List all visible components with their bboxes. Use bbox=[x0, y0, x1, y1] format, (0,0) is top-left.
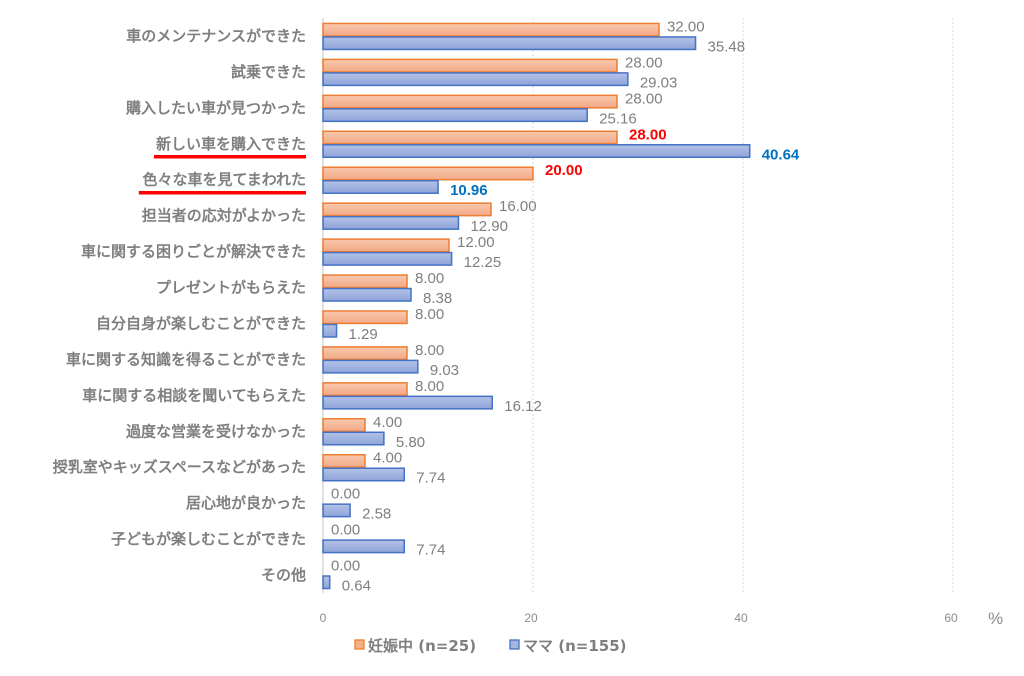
value-label-mama: 8.38 bbox=[423, 290, 452, 307]
bar-mama bbox=[322, 431, 385, 446]
value-label-pregnant: 0.00 bbox=[331, 486, 360, 503]
bar-mama bbox=[322, 503, 351, 518]
value-label-pregnant: 8.00 bbox=[415, 342, 444, 359]
legend-swatch-mama bbox=[509, 639, 520, 650]
value-label-mama: 1.29 bbox=[349, 326, 378, 343]
value-label-mama: 25.16 bbox=[599, 110, 637, 127]
value-label-pregnant: 28.00 bbox=[625, 90, 663, 107]
value-label-pregnant: 8.00 bbox=[415, 378, 444, 395]
category-label: 車に関する相談を聞いてもらえた bbox=[82, 386, 306, 404]
value-label-pregnant: 12.00 bbox=[457, 234, 495, 251]
x-tick-label: 20 bbox=[524, 611, 538, 625]
value-label-mama: 29.03 bbox=[640, 74, 678, 91]
bar-mama bbox=[322, 287, 412, 302]
value-label-pregnant: 4.00 bbox=[373, 450, 402, 467]
bar-pregnant bbox=[322, 418, 366, 433]
category-label: その他 bbox=[261, 566, 306, 584]
legend-label-pregnant: 妊娠中 (n=25) bbox=[368, 637, 476, 655]
bar-mama bbox=[322, 395, 494, 410]
category-label: 自分自身が楽しむことができた bbox=[96, 314, 306, 332]
category-label: 車に関する知識を得ることができた bbox=[66, 350, 306, 368]
category-label: 車のメンテナンスができた bbox=[126, 27, 306, 45]
value-label-mama: 7.74 bbox=[416, 470, 445, 487]
bars bbox=[322, 22, 751, 590]
value-label-pregnant: 8.00 bbox=[415, 270, 444, 287]
bar-mama bbox=[322, 215, 460, 230]
bar-mama bbox=[322, 108, 588, 123]
x-tick-label: 0 bbox=[320, 611, 327, 625]
value-label-pregnant: 4.00 bbox=[373, 414, 402, 431]
bar-pregnant bbox=[322, 202, 492, 217]
bar-mama bbox=[322, 251, 453, 266]
value-label-mama: 35.48 bbox=[708, 38, 746, 55]
bar-pregnant bbox=[322, 310, 408, 325]
bar-pregnant bbox=[322, 58, 618, 73]
value-label-mama: 12.25 bbox=[464, 254, 502, 271]
value-label-mama: 2.58 bbox=[362, 506, 391, 523]
bar-pregnant bbox=[322, 346, 408, 361]
category-label: 購入したい車が見つかった bbox=[125, 99, 306, 117]
x-tick-label: 60 bbox=[944, 611, 958, 625]
bar-mama bbox=[322, 144, 751, 159]
category-label: 授乳室やキッズスペースなどがあった bbox=[53, 458, 306, 476]
bar-mama bbox=[322, 467, 406, 482]
bar-mama bbox=[322, 179, 439, 194]
bar-pregnant bbox=[322, 453, 366, 468]
value-label-mama: 7.74 bbox=[416, 542, 445, 559]
value-label-pregnant: 0.00 bbox=[331, 558, 360, 575]
bar-pregnant bbox=[322, 22, 660, 37]
bar-mama bbox=[322, 36, 697, 51]
bar-pregnant bbox=[322, 274, 408, 289]
value-label-pregnant: 28.00 bbox=[629, 126, 667, 143]
value-label-pregnant: 16.00 bbox=[499, 198, 537, 215]
value-labels: 32.0035.4828.0029.0328.0025.1628.0040.64… bbox=[331, 18, 800, 594]
category-label: プレゼントがもらえた bbox=[156, 279, 306, 297]
category-labels: 車のメンテナンスができた試乗できた購入したい車が見つかった新しい車を購入できた色… bbox=[53, 27, 306, 584]
bar-mama bbox=[322, 539, 406, 554]
value-label-mama: 16.12 bbox=[504, 398, 542, 415]
x-axis-ticks: 0 20 40 60 bbox=[320, 611, 958, 625]
bar-pregnant bbox=[322, 130, 618, 145]
category-label: 色々な車を見てまわれた bbox=[142, 171, 306, 189]
bar-mama bbox=[322, 323, 338, 338]
x-tick-label: 40 bbox=[734, 611, 748, 625]
bar-pregnant bbox=[322, 166, 534, 181]
x-axis-unit: % bbox=[988, 609, 1003, 628]
bar-pregnant bbox=[322, 238, 450, 253]
category-label: 試乗できた bbox=[231, 63, 306, 81]
value-label-mama: 5.80 bbox=[396, 434, 425, 451]
value-label-mama: 9.03 bbox=[430, 362, 459, 379]
category-label: 居心地が良かった bbox=[186, 494, 306, 512]
bar-pregnant bbox=[322, 94, 618, 109]
category-label: 過度な営業を受けなかった bbox=[125, 422, 306, 440]
category-label: 子どもが楽しむことができた bbox=[111, 530, 306, 548]
value-label-mama: 40.64 bbox=[762, 146, 800, 163]
value-label-pregnant: 8.00 bbox=[415, 306, 444, 323]
value-label-pregnant: 32.00 bbox=[667, 18, 705, 35]
legend-label-mama: ママ (n=155) bbox=[523, 637, 627, 655]
category-label: 担当者の応対がよかった bbox=[142, 207, 306, 225]
bar-pregnant bbox=[322, 382, 408, 397]
value-label-mama: 12.90 bbox=[470, 218, 508, 235]
category-label: 車に関する困りごとが解決できた bbox=[81, 243, 306, 261]
bar-mama bbox=[322, 72, 629, 87]
bar-mama bbox=[322, 575, 331, 590]
value-label-mama: 0.64 bbox=[342, 578, 371, 595]
value-label-pregnant: 0.00 bbox=[331, 522, 360, 539]
value-label-mama: 10.96 bbox=[450, 182, 488, 199]
bar-mama bbox=[322, 359, 419, 374]
category-label: 新しい車を購入できた bbox=[156, 135, 306, 153]
value-label-pregnant: 28.00 bbox=[625, 54, 663, 71]
value-label-pregnant: 20.00 bbox=[545, 162, 583, 179]
legend: 妊娠中 (n=25) ママ (n=155) bbox=[354, 637, 627, 655]
legend-swatch-pregnant bbox=[354, 639, 365, 650]
